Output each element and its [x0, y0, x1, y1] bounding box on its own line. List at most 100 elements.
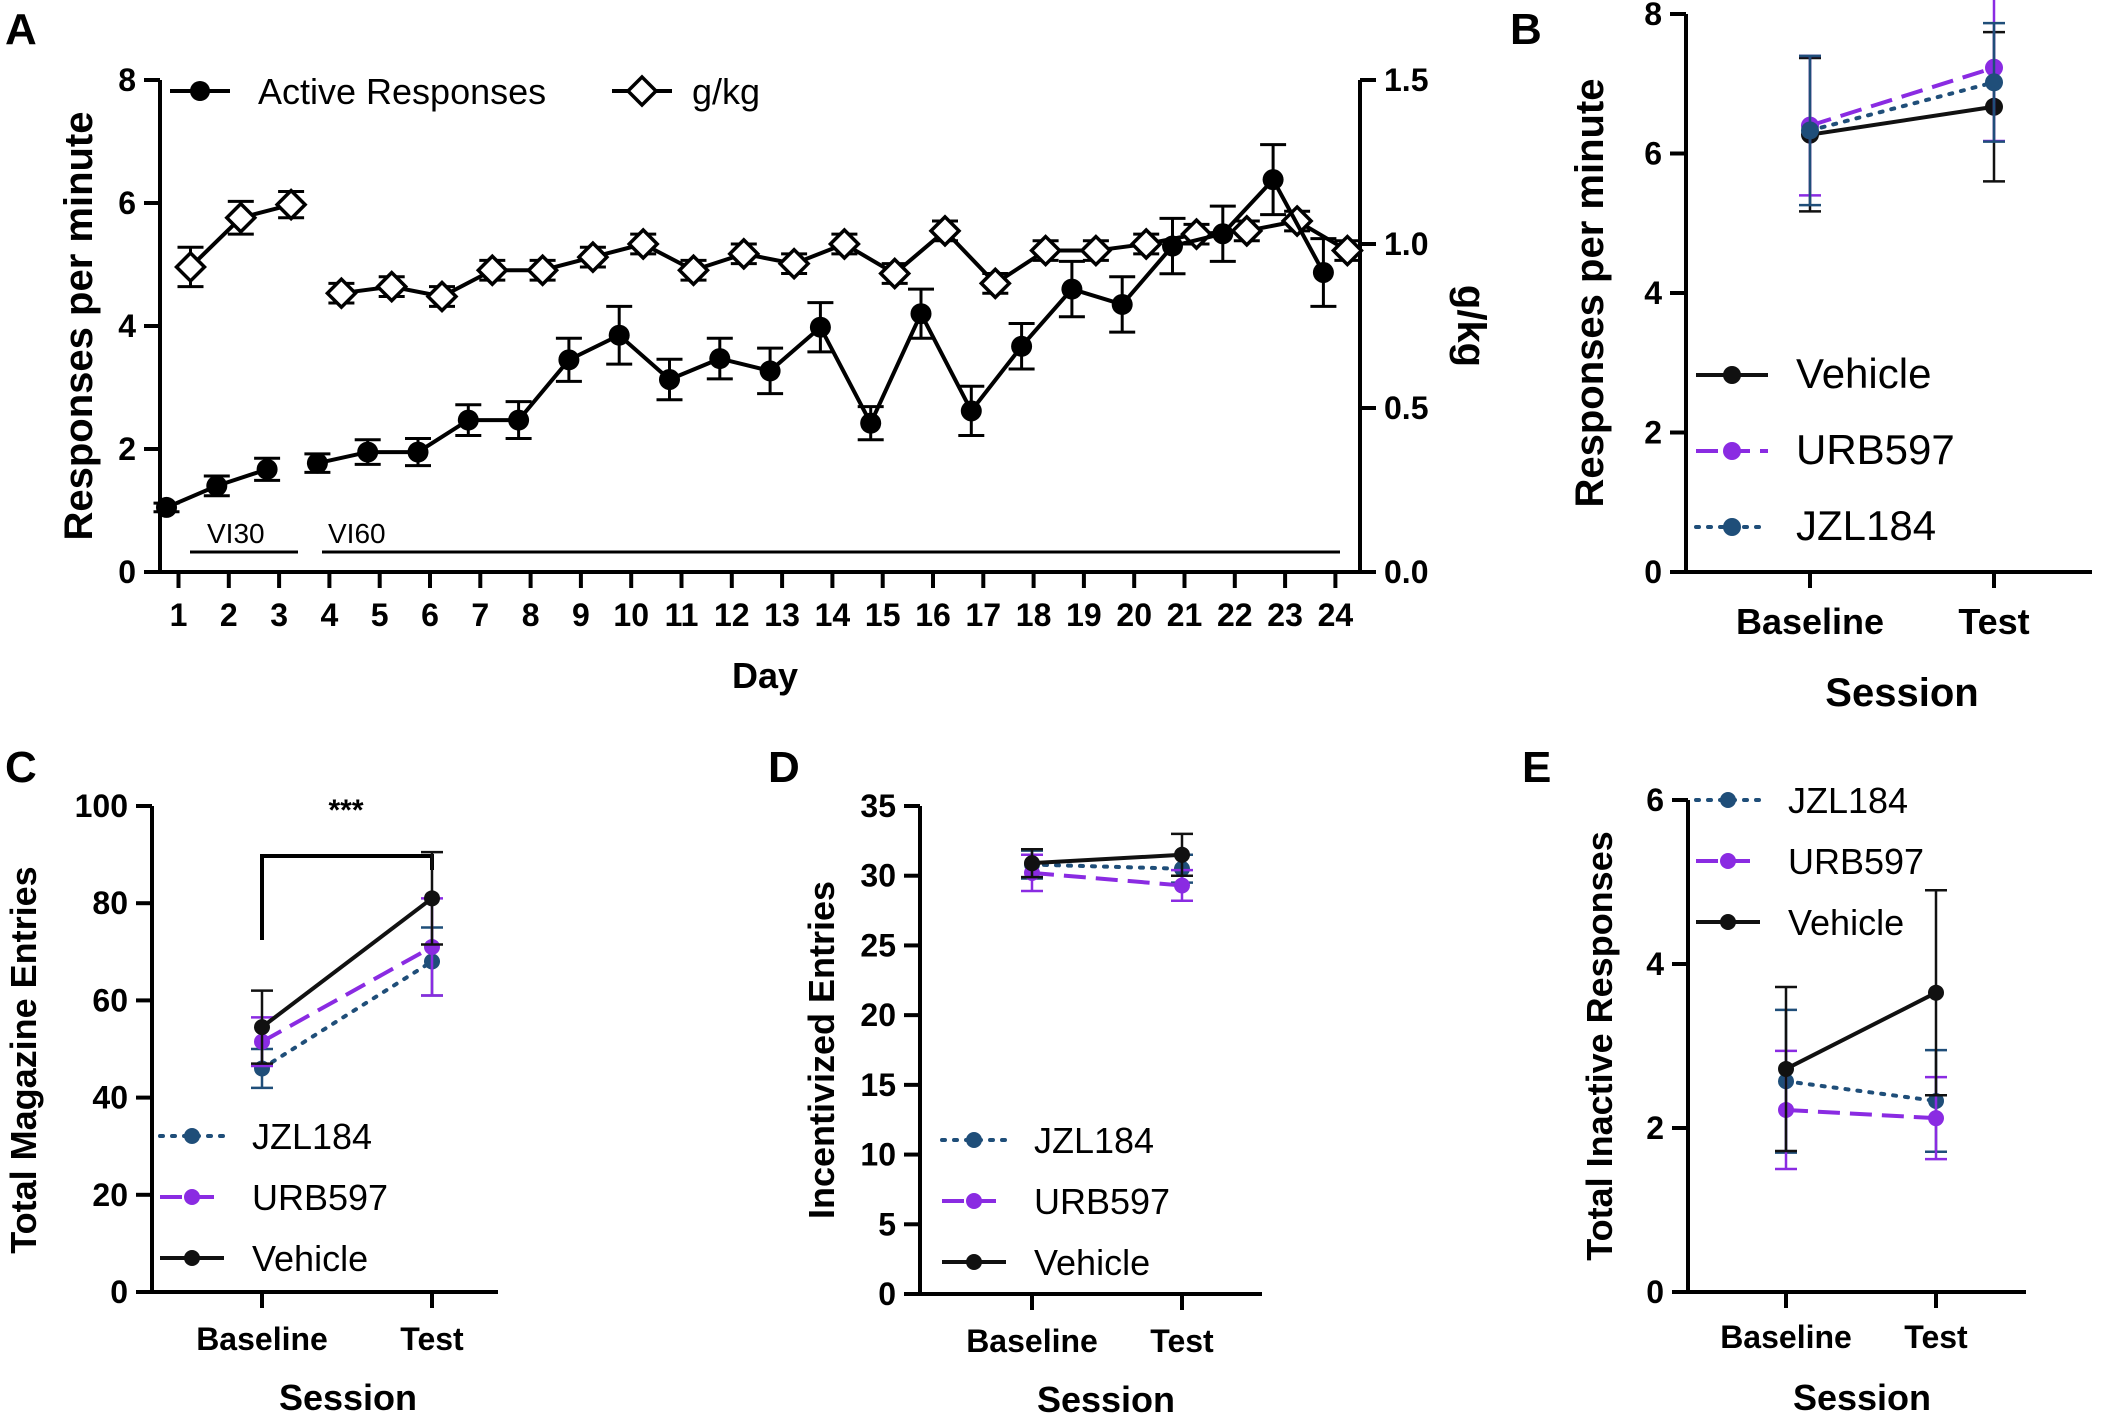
legend-vehicle-label: Vehicle — [252, 1238, 368, 1279]
gkg-point — [978, 266, 1012, 300]
legend-jzl184-label: JZL184 — [1034, 1120, 1154, 1161]
active-responses-point — [357, 441, 379, 463]
legend-vehicle-marker — [966, 1254, 982, 1270]
panel-b-y-ticks: 0 2 4 6 8 — [1644, 0, 1686, 590]
panel-a-x-axis-title: Day — [732, 655, 798, 696]
vehicle-line — [1785, 990, 1937, 1071]
x-tick-label: 23 — [1267, 597, 1303, 633]
y-tick-label: 2 — [1646, 1110, 1664, 1146]
panel-b-series — [1799, 0, 2005, 213]
legend-urb597-label: URB597 — [252, 1177, 388, 1218]
panel-e: E 0 2 4 6 Baseline Test Total Inactive Respo… — [1522, 743, 2026, 1418]
active-responses-point — [1162, 235, 1183, 257]
x-tick-label: 10 — [613, 597, 649, 633]
x-tick-label: 1 — [170, 597, 188, 633]
panel-e-y-ticks: 0 2 4 6 — [1646, 782, 1688, 1310]
panel-d-series — [1021, 832, 1193, 903]
x-tick-label: Baseline — [1720, 1319, 1852, 1355]
panel-letter-c: C — [5, 743, 37, 792]
legend-urb597-marker — [1723, 442, 1741, 460]
panel-c-y-axis-title: Total Magazine Entries — [3, 866, 44, 1253]
legend-jzl184-marker — [966, 1132, 982, 1148]
y-tick-label: 30 — [860, 858, 896, 894]
x-tick-label: Test — [400, 1321, 464, 1357]
x-tick-label: 4 — [321, 597, 339, 633]
legend-vehicle-label: Vehicle — [1034, 1242, 1150, 1283]
legend-jzl184-label: JZL184 — [1796, 502, 1936, 549]
gkg-point — [174, 250, 207, 284]
jzl184-point — [1985, 73, 2003, 92]
x-tick-label: 13 — [764, 597, 800, 633]
legend-active-label: Active Responses — [258, 71, 546, 112]
panel-letter-d: D — [768, 743, 800, 792]
series-active-responses — [153, 143, 1337, 518]
panel-a-y-ticks: 0 2 4 6 8 — [118, 62, 160, 590]
urb597-point — [424, 938, 440, 955]
panel-d-x-axis-title: Session — [1037, 1379, 1175, 1420]
panel-a-right-y-axis-title: g/kg — [1449, 285, 1493, 367]
legend-vehicle-label: Vehicle — [1796, 350, 1931, 397]
active-responses-point — [457, 409, 479, 431]
active-responses-point — [508, 409, 530, 431]
x-tick-label: 11 — [665, 597, 699, 633]
vehicle-point — [1928, 984, 1944, 1001]
vehicle-line — [1031, 852, 1183, 866]
panel-d-y-ticks: 0 5 10 15 20 25 30 35 — [860, 788, 920, 1312]
vehicle-line — [260, 896, 434, 1029]
active-responses-point — [1061, 278, 1083, 300]
panel-a-y-axis-title: Responses per minute — [57, 111, 101, 540]
y-tick-label: 1.5 — [1384, 62, 1428, 98]
x-tick-label: 5 — [371, 597, 389, 633]
x-tick-label: 19 — [1066, 597, 1102, 633]
active-responses-point — [1111, 293, 1133, 315]
panel-e-series — [1775, 888, 1947, 1171]
legend-jzl184-label: JZL184 — [1788, 780, 1908, 821]
urb597-line — [261, 945, 433, 1044]
gkg-point — [928, 214, 962, 248]
y-tick-label: 4 — [118, 308, 136, 344]
y-tick-label: 20 — [860, 997, 896, 1033]
panel-b-x-ticks: Baseline Test — [1736, 572, 2030, 642]
x-tick-label: Baseline — [1736, 601, 1884, 642]
legend-active-marker — [190, 81, 210, 101]
y-tick-label: 4 — [1644, 275, 1662, 311]
x-tick-label: 21 — [1167, 597, 1203, 633]
legend-vehicle-label: Vehicle — [1788, 902, 1904, 943]
x-tick-label: 16 — [915, 597, 951, 633]
panel-d-x-ticks: Baseline Test — [966, 1294, 1214, 1359]
active-responses-point — [206, 475, 228, 497]
active-responses-point — [608, 324, 630, 346]
gkg-point — [526, 253, 560, 287]
y-tick-label: 4 — [1646, 946, 1664, 982]
gkg-point — [274, 188, 308, 222]
legend-vehicle-marker — [184, 1250, 200, 1266]
gkg-point — [1029, 234, 1063, 268]
panel-e-legend: JZL184 URB597 Vehicle — [1694, 780, 1924, 943]
y-tick-label: 80 — [92, 885, 128, 921]
y-tick-label: 0 — [1644, 554, 1662, 590]
panel-letter-e: E — [1522, 743, 1551, 792]
x-tick-label: 14 — [815, 597, 851, 633]
gkg-point — [677, 253, 710, 287]
legend-jzl184-marker — [184, 1128, 200, 1144]
legend-urb597-label: URB597 — [1796, 426, 1955, 473]
gkg-point — [576, 240, 610, 274]
legend-urb597-marker — [1720, 853, 1736, 869]
active-responses-point — [910, 303, 932, 325]
y-tick-label: 25 — [860, 927, 896, 963]
y-tick-label: 0.5 — [1384, 390, 1428, 426]
active-responses-point — [256, 458, 278, 480]
x-tick-label: 6 — [421, 597, 439, 633]
panel-c-series — [251, 850, 443, 1090]
y-tick-label: 15 — [860, 1067, 896, 1103]
y-tick-label: 6 — [118, 185, 136, 221]
gkg-point — [827, 227, 861, 261]
x-tick-label: Baseline — [196, 1321, 328, 1357]
x-tick-label: 22 — [1217, 597, 1253, 633]
x-tick-label: 20 — [1116, 597, 1152, 633]
active-responses-point — [558, 349, 580, 371]
x-tick-label: 24 — [1318, 597, 1354, 633]
vehicle-point — [1174, 846, 1190, 863]
gkg-point — [1230, 214, 1264, 248]
